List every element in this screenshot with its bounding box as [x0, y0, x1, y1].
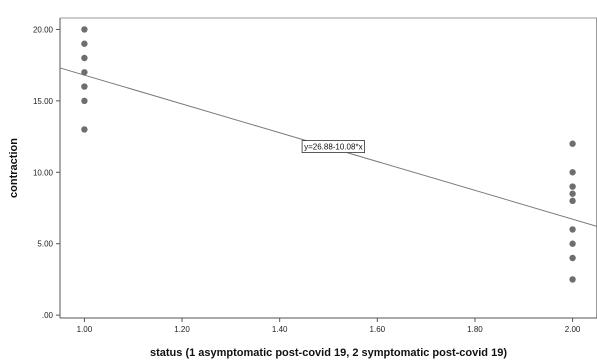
x-tick-label: 1.60	[370, 325, 386, 334]
regression-equation-label: y=26.88-10.08*x	[301, 140, 365, 153]
y-axis-title: contraction	[8, 138, 20, 198]
data-point	[569, 190, 576, 197]
equation-text: y=26.88-10.08*x	[304, 143, 363, 152]
x-tick-label: 1.40	[272, 325, 288, 334]
data-points	[81, 26, 576, 283]
x-tick-label: 1.80	[467, 325, 483, 334]
data-point	[81, 69, 88, 76]
data-point	[81, 40, 88, 47]
y-tick-label: 10.00	[33, 168, 54, 177]
data-point	[81, 26, 88, 33]
x-tick-label: 1.20	[174, 325, 190, 334]
data-point	[569, 197, 576, 205]
data-point	[569, 140, 576, 147]
y-tick-label: .00	[42, 311, 54, 320]
data-point	[569, 254, 576, 262]
data-point	[569, 226, 576, 233]
data-point	[81, 97, 88, 105]
x-axis-ticks: 1.00 1.20 1.40 1.60 1.80 2.00	[77, 318, 581, 334]
equation-box	[301, 140, 365, 153]
data-point	[81, 83, 88, 90]
x-axis-title: status (1 asymptomatic post-covid 19, 2 …	[150, 347, 507, 359]
data-point	[569, 183, 576, 190]
y-axis-ticks: .00 5.00 10.00 15.00 20.00	[33, 25, 60, 320]
data-point	[569, 240, 576, 247]
data-point	[569, 169, 576, 176]
data-point	[81, 126, 88, 133]
data-point	[569, 276, 576, 283]
y-tick-label: 20.00	[33, 25, 54, 34]
data-point	[81, 54, 88, 62]
x-tick-label: 2.00	[565, 325, 581, 334]
x-tick-label: 1.00	[77, 325, 93, 334]
y-tick-label: 15.00	[33, 97, 54, 106]
plot-frame	[59, 17, 597, 319]
y-tick-label: 5.00	[37, 240, 53, 249]
